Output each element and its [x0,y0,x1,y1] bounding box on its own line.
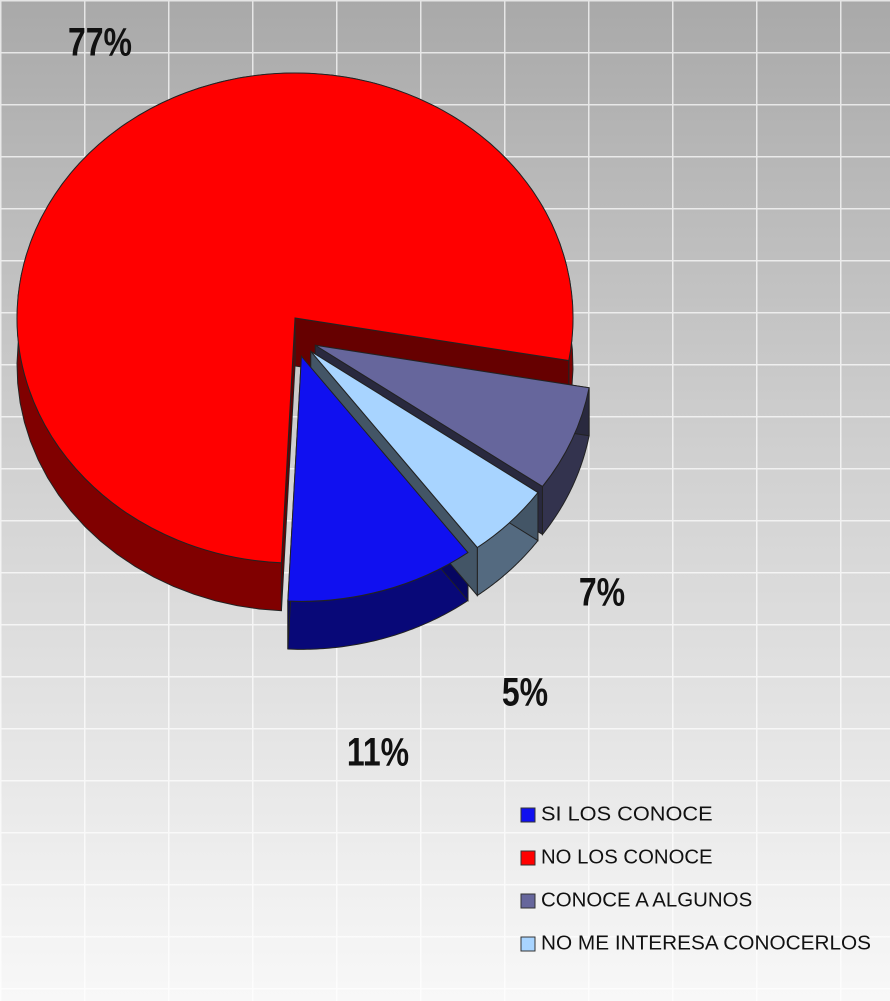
data-label: 5% [502,669,548,714]
slice [16,72,574,564]
data-label: 77% [68,19,132,64]
legend-swatch [520,850,536,866]
data-label: 7% [579,569,625,614]
legend-label: CONOCE A ALGUNOS [541,889,752,911]
legend-label: NO ME INTERESA CONOCERLOS [541,932,871,954]
data-label: 11% [347,729,409,774]
slice [315,344,590,488]
slice [310,350,539,549]
legend-label: NO LOS CONOCE [541,846,713,868]
slice [287,355,469,602]
legend-swatch [520,936,536,952]
legend-label: SI LOS CONOCE [541,803,713,825]
legend-swatch [520,807,536,823]
legend-swatch [520,893,536,909]
